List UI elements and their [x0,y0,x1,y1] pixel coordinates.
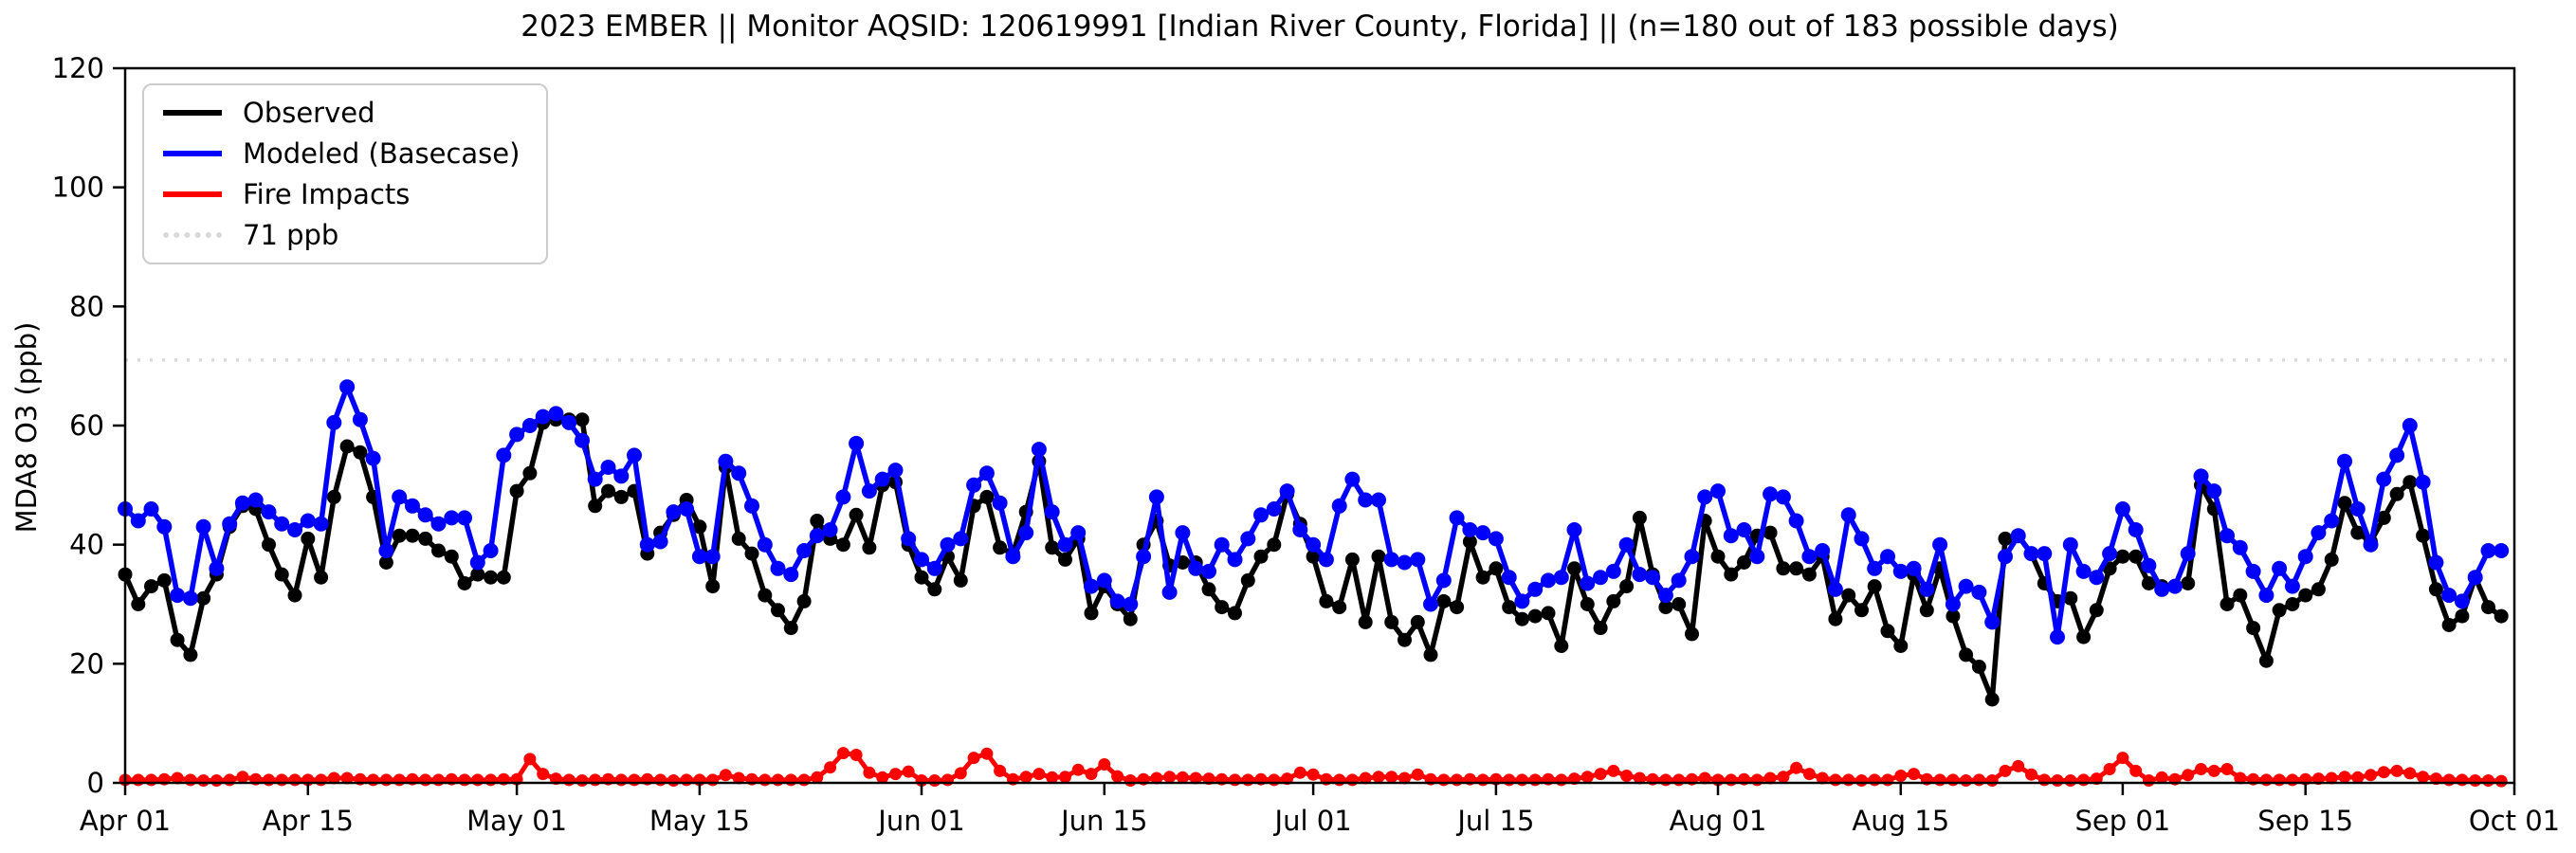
svg-text:Apr 01: Apr 01 [80,805,171,837]
svg-text:120: 120 [52,52,104,84]
chart-title: 2023 EMBER || Monitor AQSID: 120619991 [… [521,9,2119,44]
series-modeled-basecase- [118,379,2510,645]
svg-text:40: 40 [69,529,104,561]
legend: Observed Modeled (Basecase) Fire Impacts… [142,83,549,264]
svg-text:Oct 01: Oct 01 [2469,805,2560,837]
x-axis-ticks: Apr 01 Apr 15 May 01 May 15 Jun 01 Jun 15 Jul … [80,783,2560,837]
series-fire-impacts [119,747,2508,788]
fire-line-swatch [163,191,222,197]
svg-text:Jun 01: Jun 01 [876,805,964,837]
legend-item-modeled: Modeled (Basecase) [163,137,520,170]
y-axis-ticks: 0 20 40 60 80 100 120 [52,52,125,799]
svg-text:Sep 15: Sep 15 [2257,805,2353,837]
legend-item-threshold: 71 ppb [163,219,520,251]
svg-text:100: 100 [52,172,104,204]
svg-text:Aug 15: Aug 15 [1852,805,1949,837]
svg-text:Jun 15: Jun 15 [1059,805,1147,837]
threshold-line-swatch [163,232,222,238]
legend-item-fire: Fire Impacts [163,178,520,210]
legend-label-fire: Fire Impacts [243,178,411,210]
svg-text:Jul 01: Jul 01 [1273,805,1352,837]
modeled-line-swatch [163,151,222,156]
svg-text:Sep 01: Sep 01 [2074,805,2170,837]
svg-text:Aug 01: Aug 01 [1670,805,1767,837]
svg-text:60: 60 [69,409,104,442]
observed-line-swatch [163,110,222,116]
svg-text:20: 20 [69,647,104,680]
svg-text:May 15: May 15 [649,805,750,837]
svg-text:May 01: May 01 [466,805,567,837]
svg-text:0: 0 [87,767,104,799]
legend-label-observed: Observed [243,97,375,129]
svg-text:Jul 15: Jul 15 [1455,805,1534,837]
svg-text:80: 80 [69,290,104,322]
svg-text:Apr 15: Apr 15 [263,805,354,837]
legend-label-modeled: Modeled (Basecase) [243,137,521,170]
legend-label-threshold: 71 ppb [243,219,339,251]
legend-item-observed: Observed [163,97,520,129]
